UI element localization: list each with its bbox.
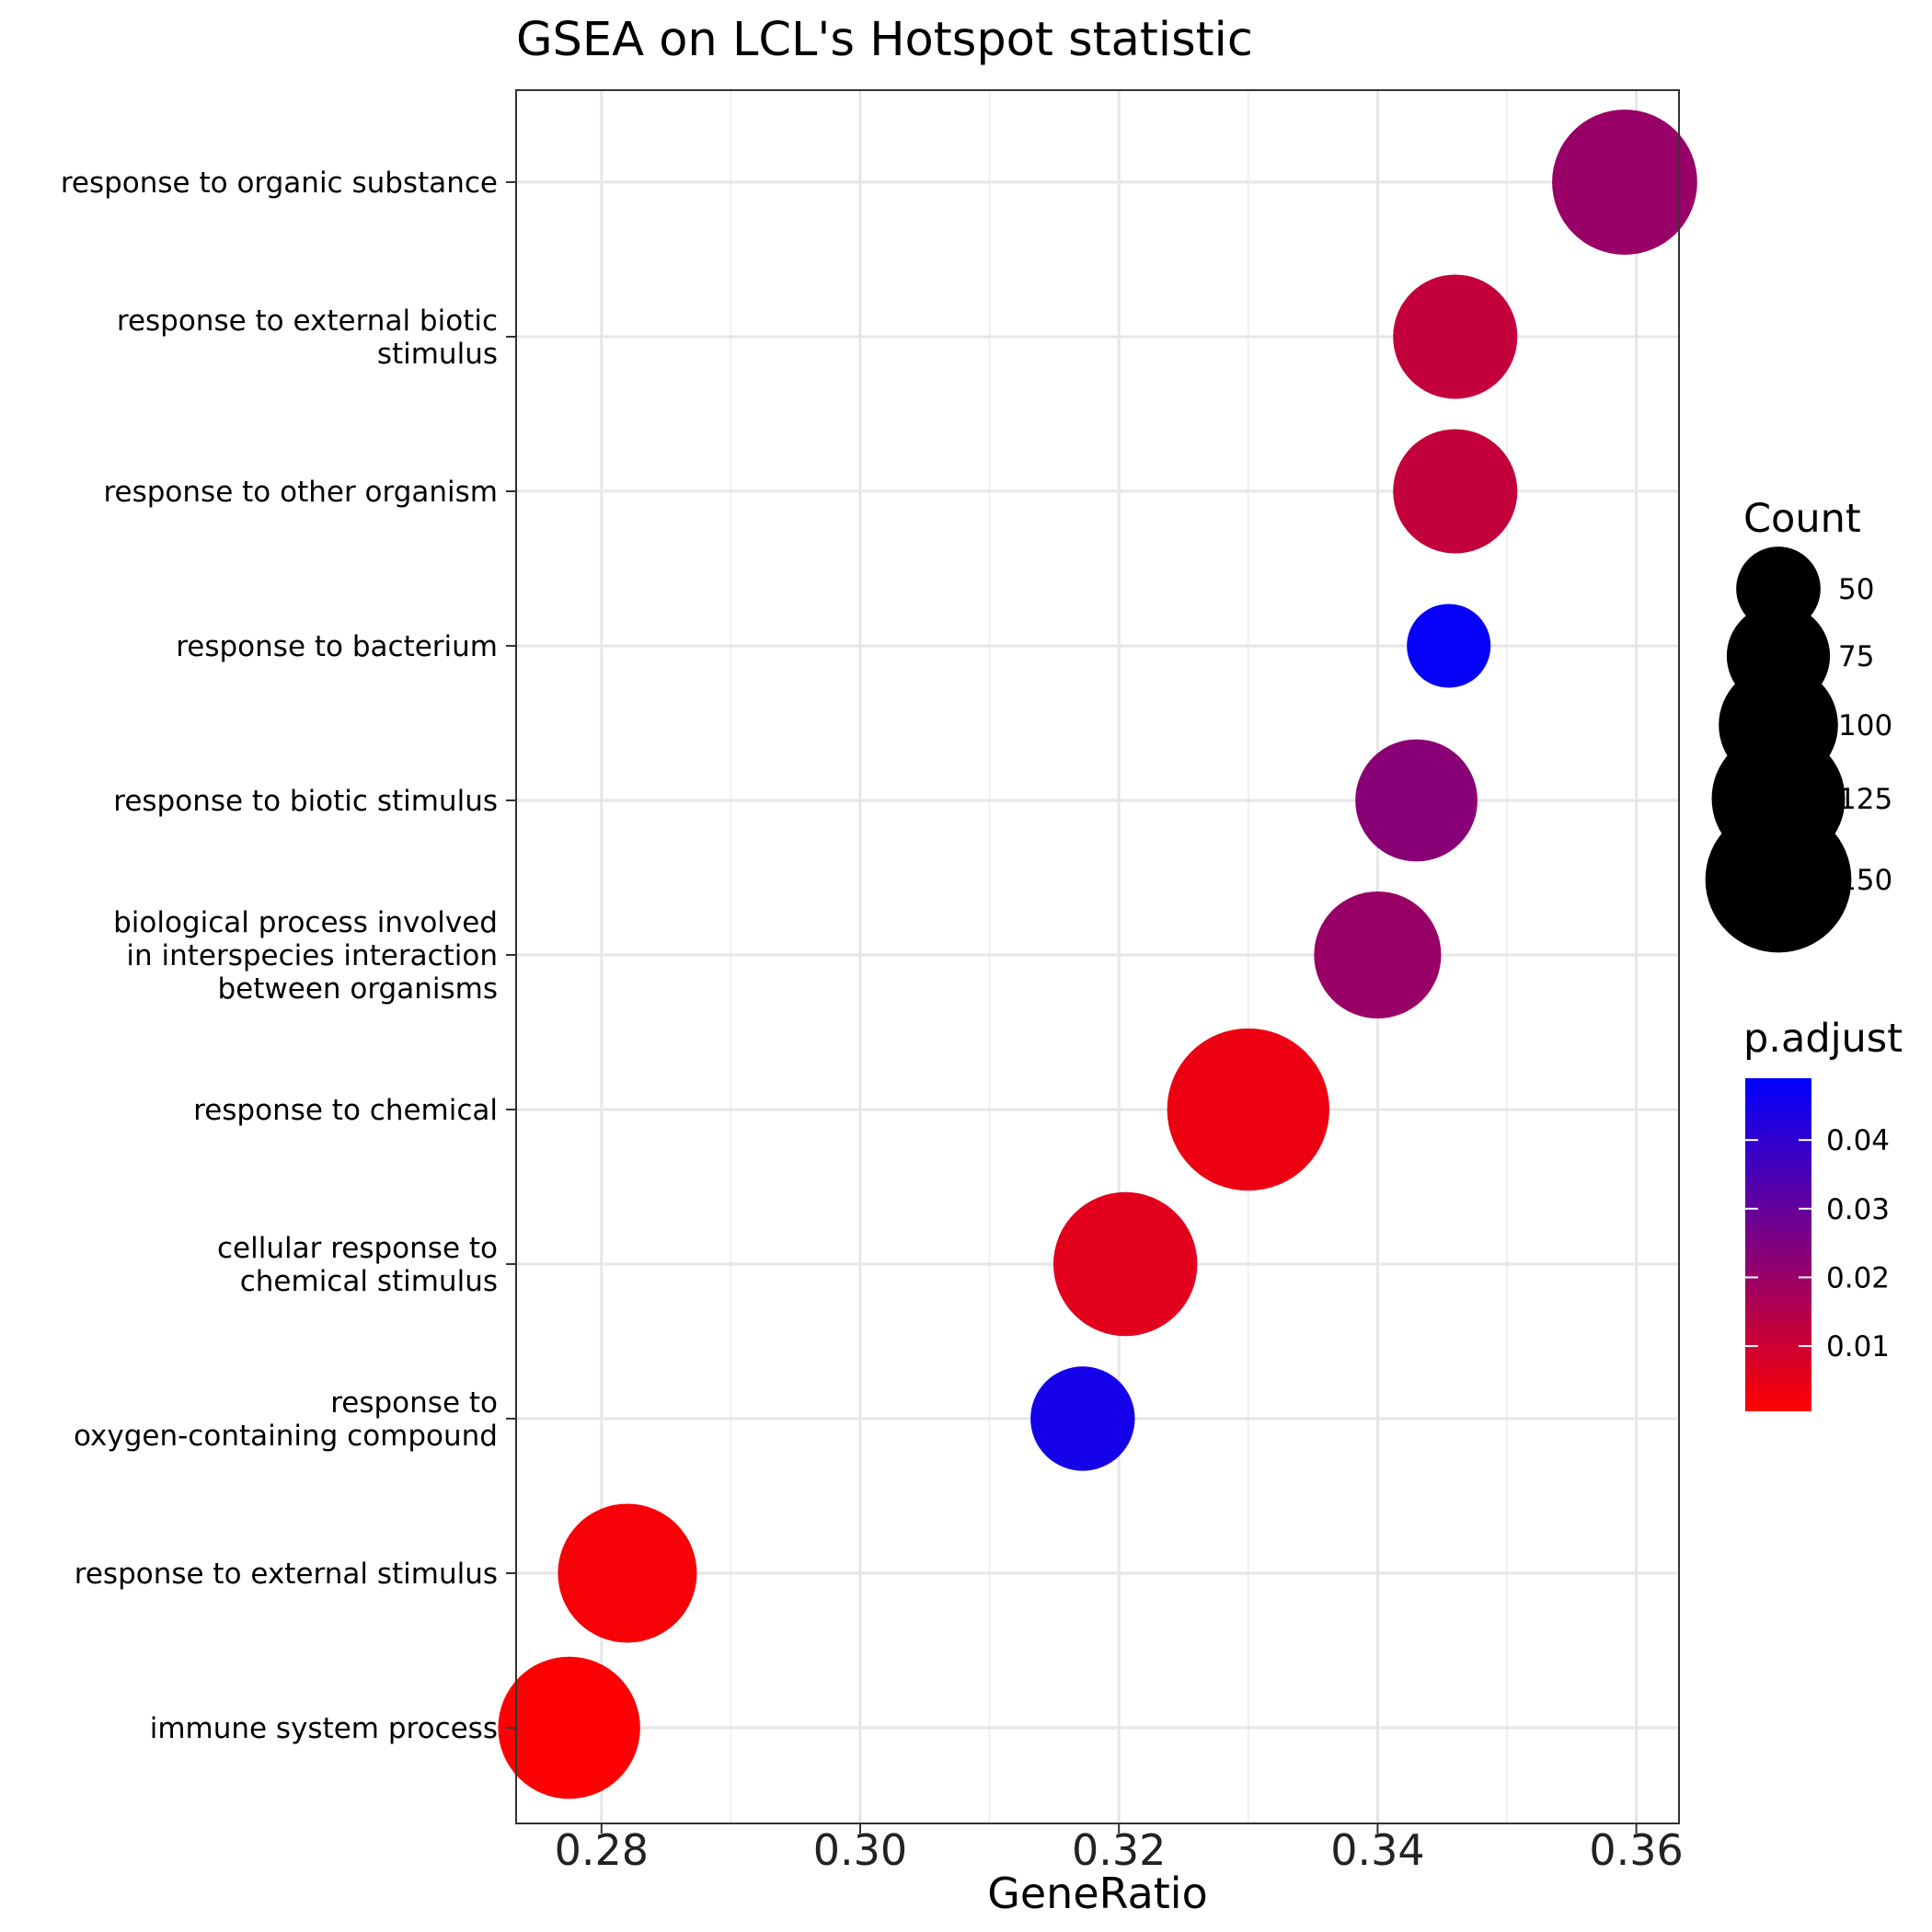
data-point: [1552, 109, 1697, 255]
size-legend-label: 100: [1838, 709, 1892, 742]
data-point: [558, 1503, 697, 1643]
legend-count-title: Count: [1743, 496, 1861, 542]
y-axis: response to organic substance response to…: [61, 167, 516, 1745]
x-tick-label: 0.30: [813, 1825, 907, 1875]
colorbar-label: 0.02: [1826, 1261, 1890, 1294]
grid-minor: [730, 90, 1509, 1823]
y-tick-label: biological process involved: [113, 906, 498, 939]
chart-title: GSEA on LCL's Hotspot statistic: [516, 13, 1253, 67]
plot-border: [515, 89, 1680, 1824]
legend-padjust-title: p.adjust: [1743, 1016, 1903, 1062]
color-legend: 0.01 0.02 0.03 0.04: [1745, 1124, 1890, 1363]
data-point: [1393, 429, 1518, 554]
y-tick-label: in interspecies interaction: [126, 939, 498, 972]
size-legend-label: 75: [1838, 640, 1874, 673]
data-point: [1393, 274, 1518, 399]
x-tick-label: 0.28: [555, 1825, 649, 1875]
size-legend-dot: [1705, 806, 1852, 953]
y-tick-label: response to: [330, 1386, 498, 1420]
size-legend-label: 125: [1838, 783, 1892, 816]
data-point: [1053, 1191, 1198, 1337]
y-tick-label: response to bacterium: [176, 630, 498, 663]
y-tick-label: response to chemical: [193, 1094, 498, 1127]
padjust-colorbar: [1745, 1078, 1811, 1411]
y-tick-label: immune system process: [150, 1712, 498, 1745]
y-tick-label: stimulus: [377, 338, 498, 371]
y-tick-label: response to organic substance: [61, 167, 498, 200]
size-legend-label: 50: [1838, 573, 1874, 606]
data-point: [1355, 739, 1478, 862]
data-point: [498, 1656, 640, 1800]
data-point: [1314, 891, 1442, 1019]
x-tick-label: 0.36: [1589, 1825, 1683, 1875]
colorbar-label: 0.04: [1826, 1124, 1890, 1157]
y-tick-label: between organisms: [217, 972, 498, 1006]
colorbar-label: 0.03: [1826, 1193, 1890, 1226]
data-point: [1030, 1366, 1135, 1471]
y-tick-label: response to other organism: [103, 476, 498, 509]
x-axis: 0.28 0.30 0.32 0.34 0.36: [555, 1823, 1684, 1875]
y-tick-label: oxygen-containing compound: [74, 1420, 498, 1453]
x-axis-title: GeneRatio: [987, 1869, 1208, 1918]
data-point: [1167, 1028, 1329, 1191]
y-tick-label: response to biotic stimulus: [113, 785, 498, 818]
data-point: [1407, 604, 1491, 688]
size-legend: 50 75 100 125 150: [1705, 546, 1892, 953]
y-tick-label: response to external biotic: [117, 305, 498, 338]
colorbar-label: 0.01: [1826, 1330, 1890, 1363]
x-tick-label: 0.32: [1072, 1825, 1166, 1875]
data-points: [498, 109, 1697, 1800]
y-tick-label: cellular response to: [217, 1232, 498, 1265]
y-tick-label: chemical stimulus: [240, 1265, 498, 1298]
y-tick-label: response to external stimulus: [75, 1558, 498, 1591]
size-legend-label: 150: [1838, 864, 1892, 897]
x-tick-label: 0.34: [1330, 1825, 1424, 1875]
